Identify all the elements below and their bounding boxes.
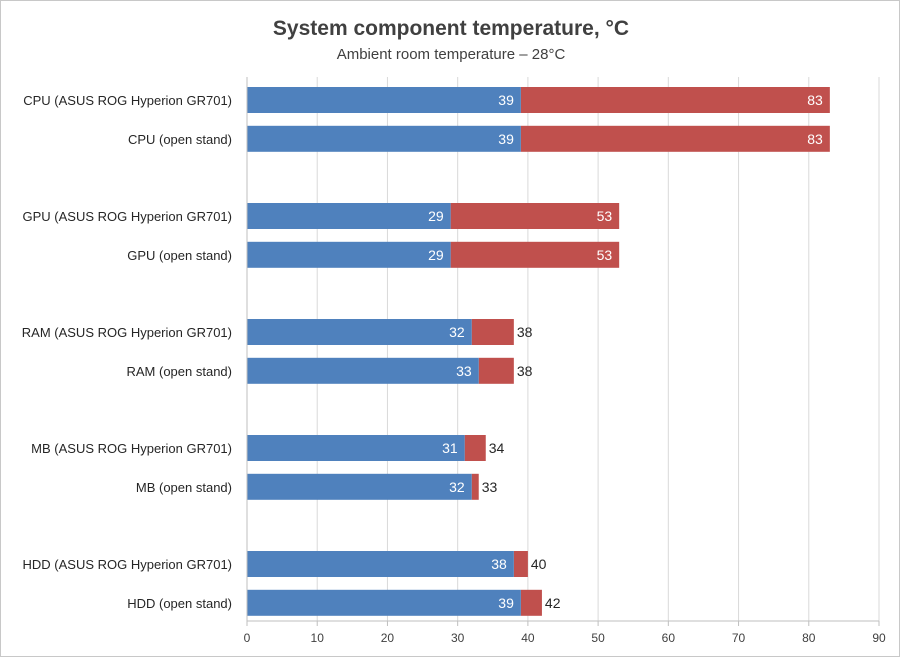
bar-load bbox=[520, 125, 830, 152]
bar-load bbox=[471, 319, 514, 345]
data-label-idle: 31 bbox=[442, 440, 458, 456]
bar-load bbox=[471, 473, 479, 500]
data-label-load: 40 bbox=[531, 556, 547, 572]
bar-load bbox=[513, 551, 528, 577]
bar-load bbox=[464, 435, 486, 461]
bar-load bbox=[520, 589, 542, 616]
chart-subtitle: Ambient room temperature – 28°C bbox=[337, 46, 566, 63]
x-tick-label: 70 bbox=[732, 631, 746, 645]
bar-idle bbox=[247, 319, 472, 345]
category-label: RAM (open stand) bbox=[127, 364, 233, 379]
x-tick-label: 30 bbox=[451, 631, 465, 645]
data-label-idle: 29 bbox=[428, 208, 444, 224]
data-label-load: 83 bbox=[807, 131, 823, 147]
bar-load bbox=[450, 241, 620, 268]
data-label-load: 34 bbox=[489, 440, 505, 456]
category-label: HDD (ASUS ROG Hyperion GR701) bbox=[23, 557, 233, 572]
bar-idle bbox=[247, 473, 472, 500]
x-tick-label: 10 bbox=[311, 631, 325, 645]
bar-idle bbox=[247, 551, 514, 577]
x-tick-label: 20 bbox=[381, 631, 395, 645]
category-label: RAM (ASUS ROG Hyperion GR701) bbox=[22, 325, 232, 340]
category-labels: CPU (ASUS ROG Hyperion GR701) CPU (open s… bbox=[22, 93, 232, 611]
category-label: GPU (ASUS ROG Hyperion GR701) bbox=[22, 209, 232, 224]
x-tick-label: 90 bbox=[872, 631, 886, 645]
data-label-idle: 38 bbox=[491, 556, 507, 572]
x-axis: 0 10 20 30 40 50 60 70 80 90 bbox=[244, 77, 886, 645]
bar-idle bbox=[247, 357, 479, 384]
bar-idle bbox=[247, 589, 521, 616]
data-label-idle: 33 bbox=[456, 363, 472, 379]
data-label-idle: 32 bbox=[449, 324, 465, 340]
bar-idle bbox=[247, 203, 451, 229]
data-label-idle: 32 bbox=[449, 479, 465, 495]
data-label-idle: 39 bbox=[498, 92, 514, 108]
x-tick-label: 0 bbox=[244, 631, 251, 645]
data-label-load: 38 bbox=[517, 324, 533, 340]
data-label-load: 33 bbox=[482, 479, 498, 495]
category-label: CPU (ASUS ROG Hyperion GR701) bbox=[23, 93, 232, 108]
category-label: MB (ASUS ROG Hyperion GR701) bbox=[31, 441, 232, 456]
data-label-idle: 39 bbox=[498, 131, 514, 147]
data-label-load: 42 bbox=[545, 595, 561, 611]
x-tick-label: 40 bbox=[521, 631, 535, 645]
bar-idle bbox=[247, 241, 451, 268]
data-label-load: 53 bbox=[597, 208, 613, 224]
chart-title: System component temperature, °C bbox=[273, 17, 629, 40]
x-tick-label: 80 bbox=[802, 631, 816, 645]
bars: 39 83 39 83 29 53 29 53 32 38 33 38 31 34 32 33 38 40 39 42 bbox=[247, 87, 830, 616]
bar-idle bbox=[247, 125, 521, 152]
bar-load bbox=[450, 203, 620, 229]
bar-idle bbox=[247, 87, 521, 113]
data-label-load: 38 bbox=[517, 363, 533, 379]
category-label: CPU (open stand) bbox=[128, 132, 232, 147]
category-label: HDD (open stand) bbox=[127, 596, 232, 611]
bar-load bbox=[478, 357, 514, 384]
gridlines bbox=[316, 77, 880, 621]
bar-load bbox=[520, 87, 830, 113]
data-label-load: 53 bbox=[597, 247, 613, 263]
category-label: GPU (open stand) bbox=[127, 248, 232, 263]
x-tick-label: 50 bbox=[591, 631, 605, 645]
category-label: MB (open stand) bbox=[136, 480, 232, 495]
data-label-load: 83 bbox=[807, 92, 823, 108]
bar-idle bbox=[247, 435, 465, 461]
x-tick-label: 60 bbox=[662, 631, 676, 645]
data-label-idle: 39 bbox=[498, 595, 514, 611]
data-label-idle: 29 bbox=[428, 247, 444, 263]
